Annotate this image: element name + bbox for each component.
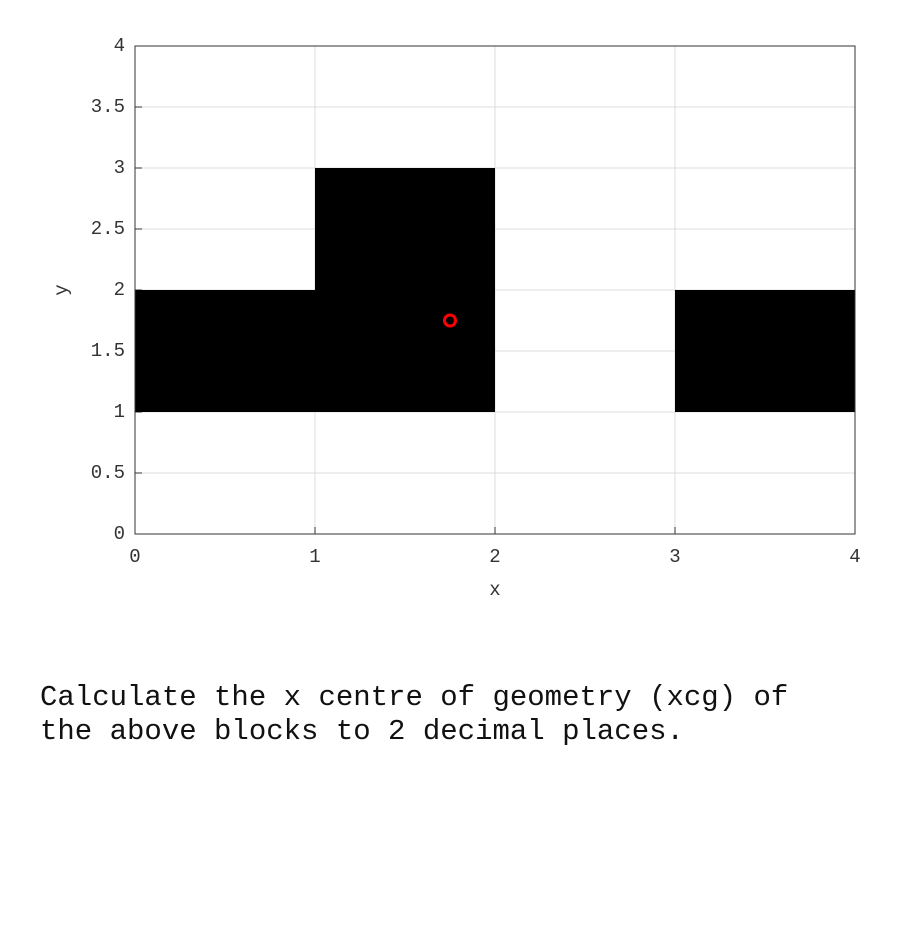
y-tick-label: 2 (114, 279, 125, 301)
y-axis-label: y (51, 284, 73, 295)
x-tick-label: 1 (309, 546, 320, 568)
y-tick-label: 3 (114, 157, 125, 179)
y-tick-label: 2.5 (91, 218, 125, 240)
y-tick-label: 3.5 (91, 96, 125, 118)
centroid-point (443, 313, 457, 328)
question-text: Calculate the x centre of geometry (xcg)… (40, 681, 789, 748)
y-tick-label: 0.5 (91, 462, 125, 484)
block (675, 290, 855, 412)
x-tick-label: 0 (129, 546, 140, 568)
y-tick-label: 1.5 (91, 340, 125, 362)
plot-frame (134, 45, 856, 535)
block (315, 168, 495, 412)
x-tick-label: 2 (489, 546, 500, 568)
chart: x y 0 1 2 3 4 0 0.5 1 1.5 2 2.5 3 3.5 4 (51, 35, 861, 601)
y-tick-label: 1 (114, 401, 125, 423)
block (135, 290, 315, 412)
x-tick-label: 4 (849, 546, 860, 568)
y-tick-label: 0 (114, 523, 125, 545)
x-tick-label: 3 (669, 546, 680, 568)
x-axis-label: x (489, 579, 500, 601)
y-tick-label: 4 (114, 35, 125, 57)
